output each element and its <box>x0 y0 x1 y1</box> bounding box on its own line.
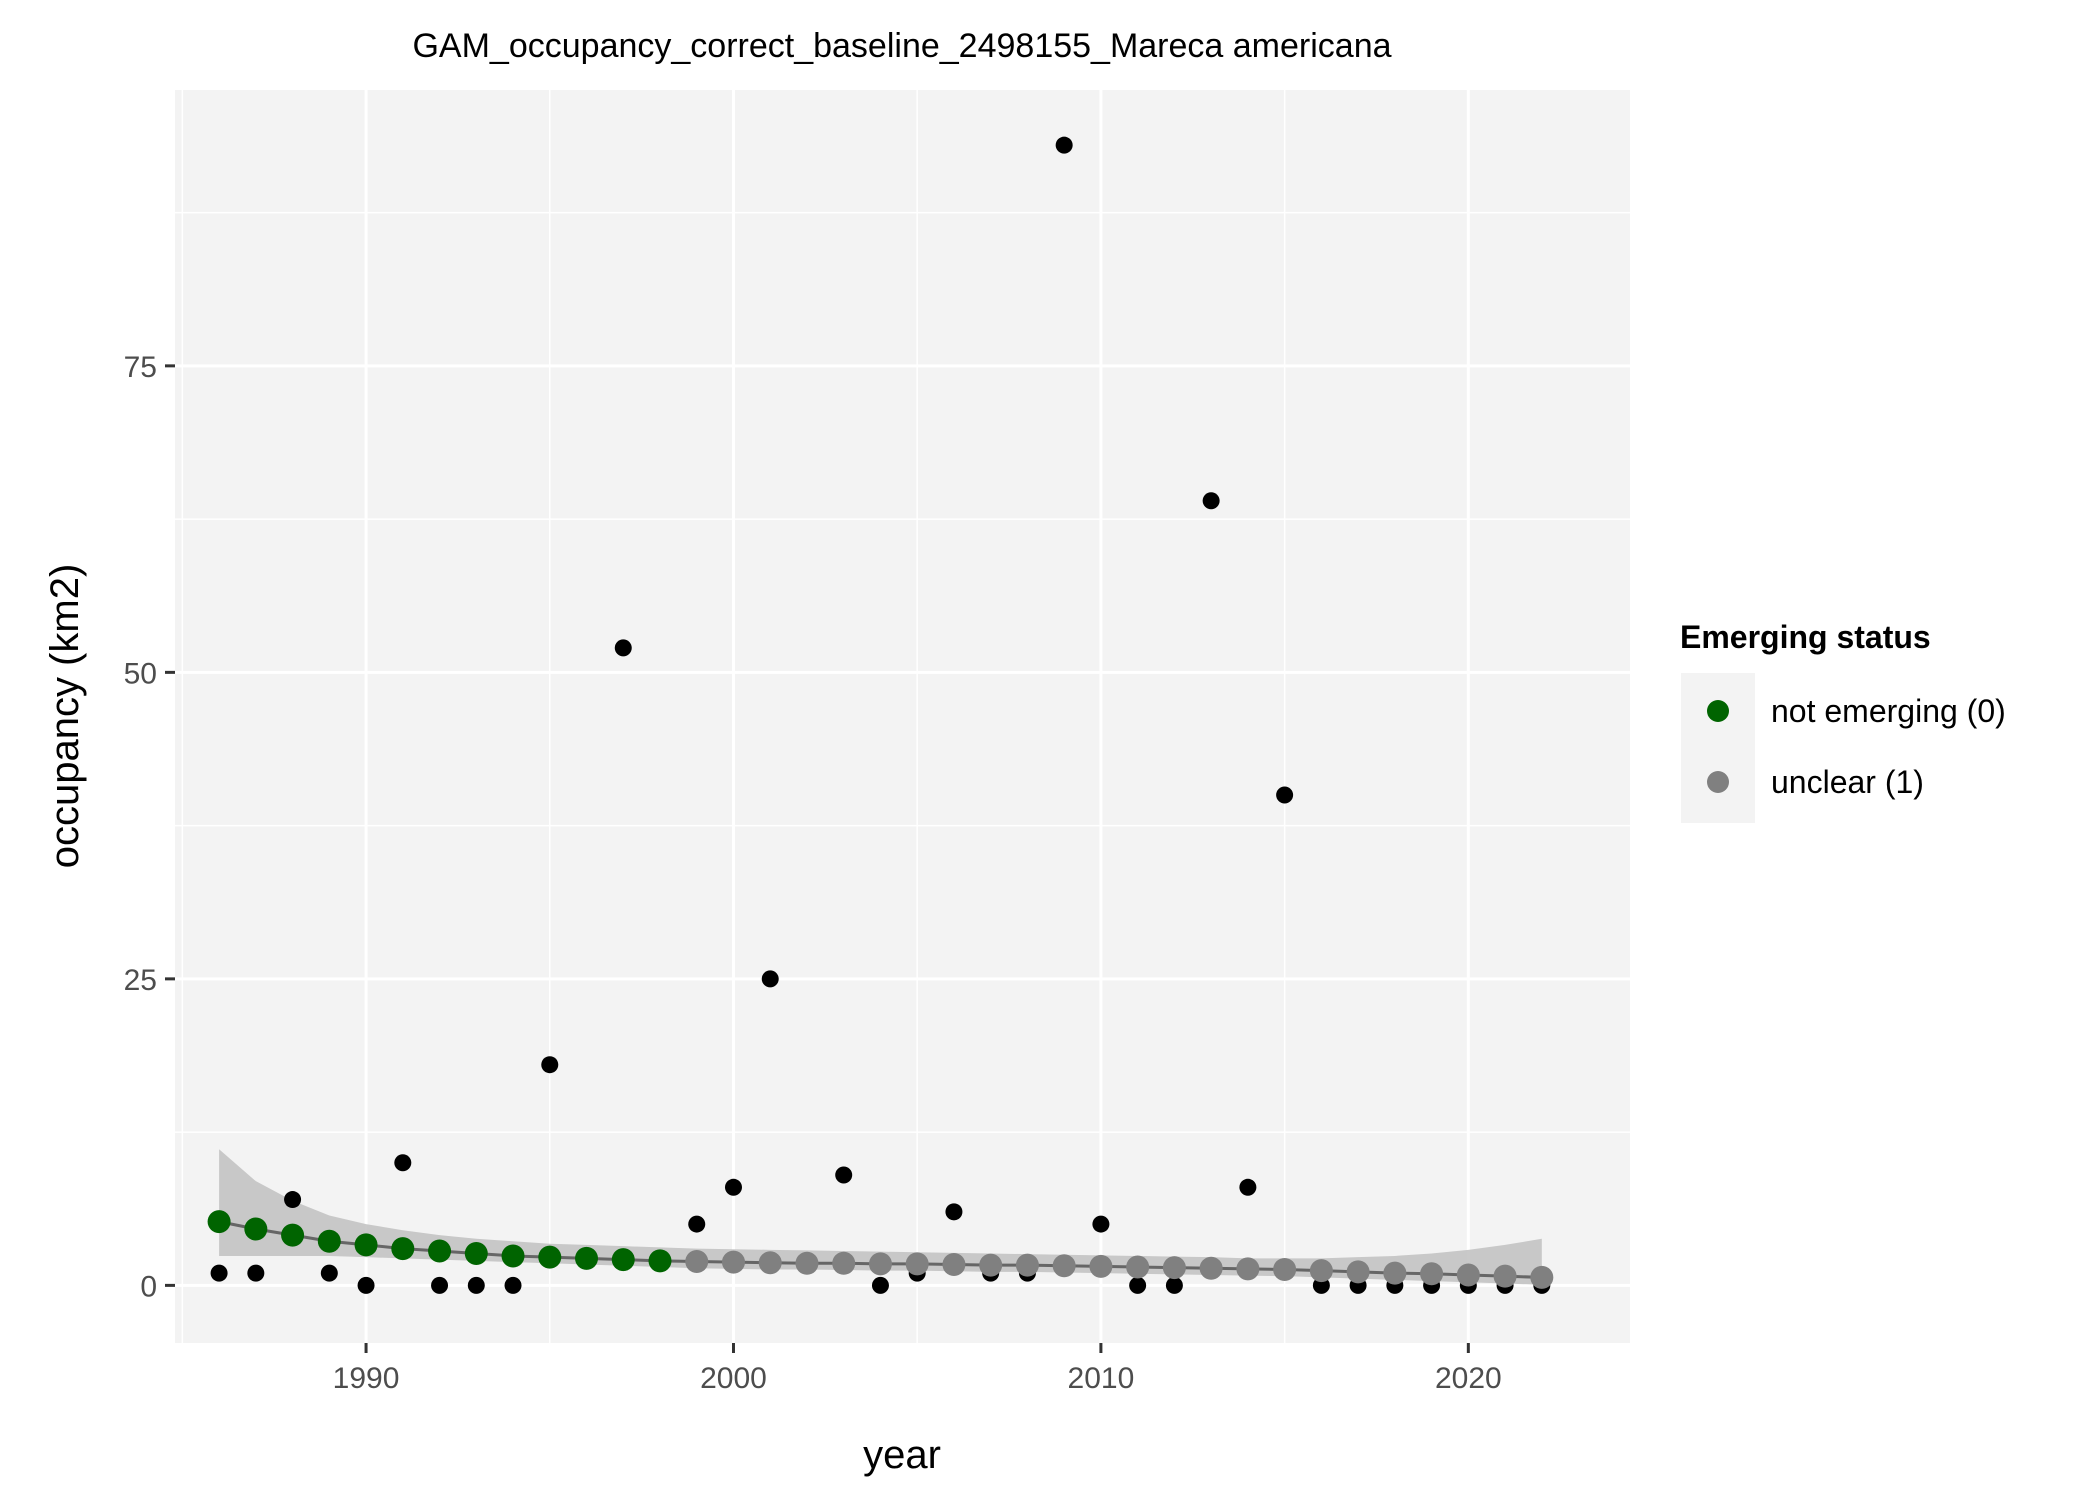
fitted-point-unclear <box>1126 1255 1150 1279</box>
observed-point <box>1202 492 1220 510</box>
observed-point <box>1129 1276 1147 1294</box>
x-axis: 1990 2000 2010 2020 <box>333 1343 1502 1395</box>
grid-major <box>175 90 1630 1343</box>
fitted-point-unclear <box>1530 1265 1554 1289</box>
fitted-point-unclear <box>1456 1263 1480 1287</box>
y-tick-label: 0 <box>140 1270 157 1303</box>
observed-point <box>1055 136 1073 154</box>
fitted-point-not-emerging <box>538 1245 562 1269</box>
observed-point <box>945 1203 963 1221</box>
y-tick-label: 50 <box>124 657 157 690</box>
fitted-point-unclear <box>905 1252 929 1276</box>
fitted-point-not-emerging <box>391 1237 415 1261</box>
x-tick-label: 2010 <box>1068 1362 1135 1395</box>
observed-point <box>210 1264 228 1282</box>
y-axis: 0 25 50 75 <box>124 351 175 1303</box>
fitted-point-unclear <box>868 1252 892 1276</box>
y-tick-label: 75 <box>124 351 157 384</box>
legend-label-not-emerging: not emerging (0) <box>1771 693 2006 729</box>
y-axis-title: occupancy (km2) <box>43 564 87 869</box>
x-tick-label: 2000 <box>700 1362 767 1395</box>
fitted-point-unclear <box>1089 1254 1113 1278</box>
fitted-point-not-emerging <box>244 1217 268 1241</box>
observed-point <box>761 970 779 988</box>
fitted-point-unclear <box>1015 1253 1039 1277</box>
legend-key-not-emerging <box>1707 700 1729 722</box>
fitted-point-not-emerging <box>317 1229 341 1253</box>
observed-point <box>467 1276 485 1294</box>
fitted-point-not-emerging <box>501 1244 525 1268</box>
fitted-point-unclear <box>685 1249 709 1273</box>
observed-point <box>1276 786 1294 804</box>
plot-panel <box>175 90 1630 1343</box>
fitted-point-unclear <box>1236 1257 1260 1281</box>
fitted-point-unclear <box>979 1253 1003 1277</box>
observed-point <box>541 1056 559 1074</box>
observed-point <box>431 1276 449 1294</box>
y-tick-label: 25 <box>124 964 157 997</box>
observed-point <box>504 1276 522 1294</box>
x-tick-label: 1990 <box>333 1362 400 1395</box>
observed-point <box>357 1276 375 1294</box>
fitted-point-unclear <box>1493 1264 1517 1288</box>
fitted-point-unclear <box>1199 1256 1223 1280</box>
observed-point <box>320 1264 338 1282</box>
fitted-point-unclear <box>1052 1254 1076 1278</box>
observed-point <box>871 1276 889 1294</box>
observed-point <box>394 1154 412 1172</box>
fitted-point-not-emerging <box>354 1233 378 1257</box>
chart-title: GAM_occupancy_correct_baseline_2498155_M… <box>412 27 1391 65</box>
fitted-point-unclear <box>1346 1260 1370 1284</box>
grid-minor <box>175 90 1630 1343</box>
fitted-point-unclear <box>1383 1261 1407 1285</box>
fitted-point-unclear <box>1273 1257 1297 1281</box>
fitted-point-not-emerging <box>575 1246 599 1270</box>
observed-point <box>1239 1178 1257 1196</box>
fitted-point-unclear <box>795 1251 819 1275</box>
observed-point <box>724 1178 742 1196</box>
legend-key-background <box>1681 673 1755 823</box>
observed-point <box>1092 1215 1110 1233</box>
observed-point <box>1165 1276 1183 1294</box>
fitted-point-unclear <box>758 1251 782 1275</box>
observed-point <box>247 1264 265 1282</box>
fitted-point-unclear <box>832 1251 856 1275</box>
fitted-point-not-emerging <box>281 1223 305 1247</box>
fitted-point-unclear <box>1420 1262 1444 1286</box>
observed-point <box>688 1215 706 1233</box>
fitted-point-unclear <box>942 1253 966 1277</box>
fitted-point-not-emerging <box>464 1242 488 1265</box>
observed-point <box>284 1191 302 1209</box>
x-axis-title: year <box>863 1433 941 1477</box>
fitted-point-unclear <box>1162 1256 1186 1280</box>
legend-title: Emerging status <box>1680 619 1931 655</box>
fitted-point-not-emerging <box>648 1249 672 1273</box>
legend-key-unclear <box>1707 771 1729 793</box>
fitted-point-unclear <box>1309 1259 1333 1283</box>
observed-point <box>835 1166 853 1184</box>
x-tick-label: 2020 <box>1435 1362 1502 1395</box>
fitted-points <box>207 1210 1554 1289</box>
fitted-point-unclear <box>721 1250 745 1274</box>
legend-label-unclear: unclear (1) <box>1771 764 1924 800</box>
fitted-point-not-emerging <box>428 1239 452 1263</box>
fitted-point-not-emerging <box>207 1210 231 1234</box>
legend: Emerging status not emerging (0) unclear… <box>1680 619 2006 823</box>
fitted-point-not-emerging <box>611 1248 635 1272</box>
observed-point <box>614 639 632 657</box>
